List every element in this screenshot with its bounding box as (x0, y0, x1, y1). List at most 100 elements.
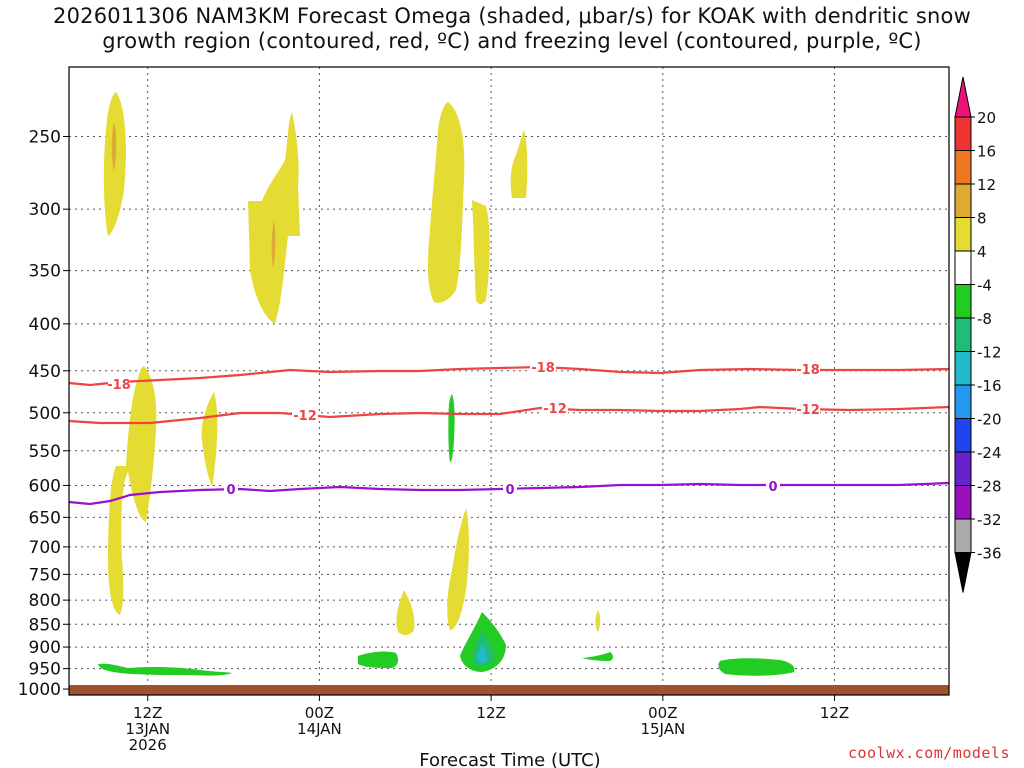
y-tick-label: 400 (29, 315, 61, 335)
x-tick-label: 12Z (820, 704, 849, 722)
colorbar-label: -32 (977, 511, 1002, 529)
y-tick-label: 700 (29, 538, 61, 558)
colorbar-label: 4 (977, 243, 987, 261)
omega-region (447, 508, 469, 630)
y-tick-label: 450 (29, 362, 61, 382)
y-tick-label: 250 (29, 127, 61, 147)
y-tick-label: 500 (29, 404, 61, 424)
omega-region (477, 645, 487, 663)
colorbar-label: 8 (977, 210, 987, 228)
y-tick-label: 750 (29, 565, 61, 585)
y-tick-label: 900 (29, 638, 61, 658)
contour-label: -18 (796, 362, 820, 378)
colorbar-label: -28 (977, 478, 1002, 496)
colorbar-segment (954, 217, 972, 252)
y-tick-label: 600 (29, 476, 61, 496)
y-tick-label: 350 (29, 262, 61, 282)
colorbar-segment (954, 250, 972, 285)
contour-label: 0 (224, 482, 238, 498)
colorbar-label: -12 (977, 344, 1002, 362)
x-tick-label: 13JAN (125, 720, 170, 738)
ground-surface (69, 685, 949, 695)
contour-minus12 (68, 405, 950, 425)
omega-region (248, 112, 300, 324)
contour-label-text: -12 (796, 403, 820, 418)
colorbar-segment (954, 351, 972, 386)
colorbar-label: 12 (977, 176, 996, 194)
contour-label-text: 0 (505, 483, 514, 498)
plot-frame (68, 66, 950, 696)
contour-label-text: 0 (768, 480, 777, 495)
x-tick-label: 2026 (129, 736, 167, 754)
omega-shading (98, 92, 795, 676)
colorbar-arrow-bottom (954, 552, 972, 593)
omega-region (396, 590, 415, 636)
omega-region (595, 610, 601, 632)
colorbar-label: -24 (977, 444, 1002, 462)
contour-label: -12 (542, 401, 568, 417)
temperature-contours: -18 -18 -18 -12 -12 -12 0 0 (68, 360, 950, 506)
chart-title: 2026011306 NAM3KM Forecast Omega (shaded… (53, 4, 971, 53)
colorbar-label: -20 (977, 411, 1002, 429)
colorbar-label: -8 (977, 310, 992, 328)
credit-link[interactable]: coolwx.com/models (847, 744, 1010, 762)
contour-label-text: 0 (226, 483, 235, 498)
colorbar-arrow-top (954, 76, 972, 118)
y-tick-label: 950 (29, 660, 61, 680)
x-tick-label: 00Z (648, 704, 677, 722)
x-tick-label: 15JAN (640, 720, 685, 738)
colorbar-segment (954, 384, 972, 419)
y-tick-label: 800 (29, 591, 61, 611)
colorbar-segment (954, 485, 972, 520)
x-tick-label: 12Z (133, 704, 162, 722)
omega-region (472, 200, 490, 305)
x-axis-label: Forecast Time (UTC) (419, 750, 600, 768)
omega-region (718, 658, 795, 676)
colorbar-label: -36 (977, 545, 1002, 563)
colorbar-segment (954, 418, 972, 453)
omega-region (111, 122, 117, 172)
contour-label: -12 (292, 408, 318, 424)
colorbar-label: 20 (977, 109, 996, 127)
contour-label-text: -18 (531, 361, 555, 376)
colorbar: 20 16 12 8 4 -4 -8 -12 -16 -20 -24 -28 -32 -36 (954, 76, 1002, 593)
y-axis: 250 300 350 400 450 500 550 600 650 700 750 800 850 9… (18, 127, 69, 700)
y-tick-label: 550 (29, 442, 61, 462)
y-tick-label: 300 (29, 200, 61, 220)
contour-label-text: -18 (796, 363, 820, 378)
colorbar-segment (954, 116, 972, 151)
contour-label: -12 (796, 402, 820, 418)
contour-label: 0 (766, 479, 780, 495)
colorbar-label: 16 (977, 143, 996, 161)
contour-label-text: -12 (293, 409, 317, 424)
contour-minus18 (68, 365, 950, 387)
colorbar-label: -4 (977, 277, 992, 295)
colorbar-segment (954, 518, 972, 553)
y-tick-label: 650 (29, 508, 61, 528)
x-tick-label: 12Z (476, 704, 505, 722)
x-tick-label: 14JAN (297, 720, 342, 738)
omega-region (98, 663, 232, 676)
omega-region (448, 394, 455, 462)
colorbar-segment (954, 451, 972, 486)
omega-region (358, 651, 399, 668)
omega-region (271, 220, 276, 268)
contour-label: -18 (107, 377, 131, 393)
omega-region (582, 652, 613, 661)
contour-label: 0 (503, 482, 517, 498)
contour-label: -18 (530, 360, 556, 376)
contour-label-text: -18 (107, 378, 131, 393)
omega-region (427, 102, 465, 303)
colorbar-segment (954, 150, 972, 185)
y-tick-label: 1000 (18, 680, 61, 700)
colorbar-segment (954, 183, 972, 218)
colorbar-label: -16 (977, 377, 1002, 395)
contour-label-text: -12 (543, 402, 567, 417)
colorbar-segment (954, 317, 972, 352)
omega-region (510, 130, 528, 198)
y-tick-label: 850 (29, 615, 61, 635)
omega-region (108, 366, 157, 615)
x-tick-label: 00Z (305, 704, 334, 722)
